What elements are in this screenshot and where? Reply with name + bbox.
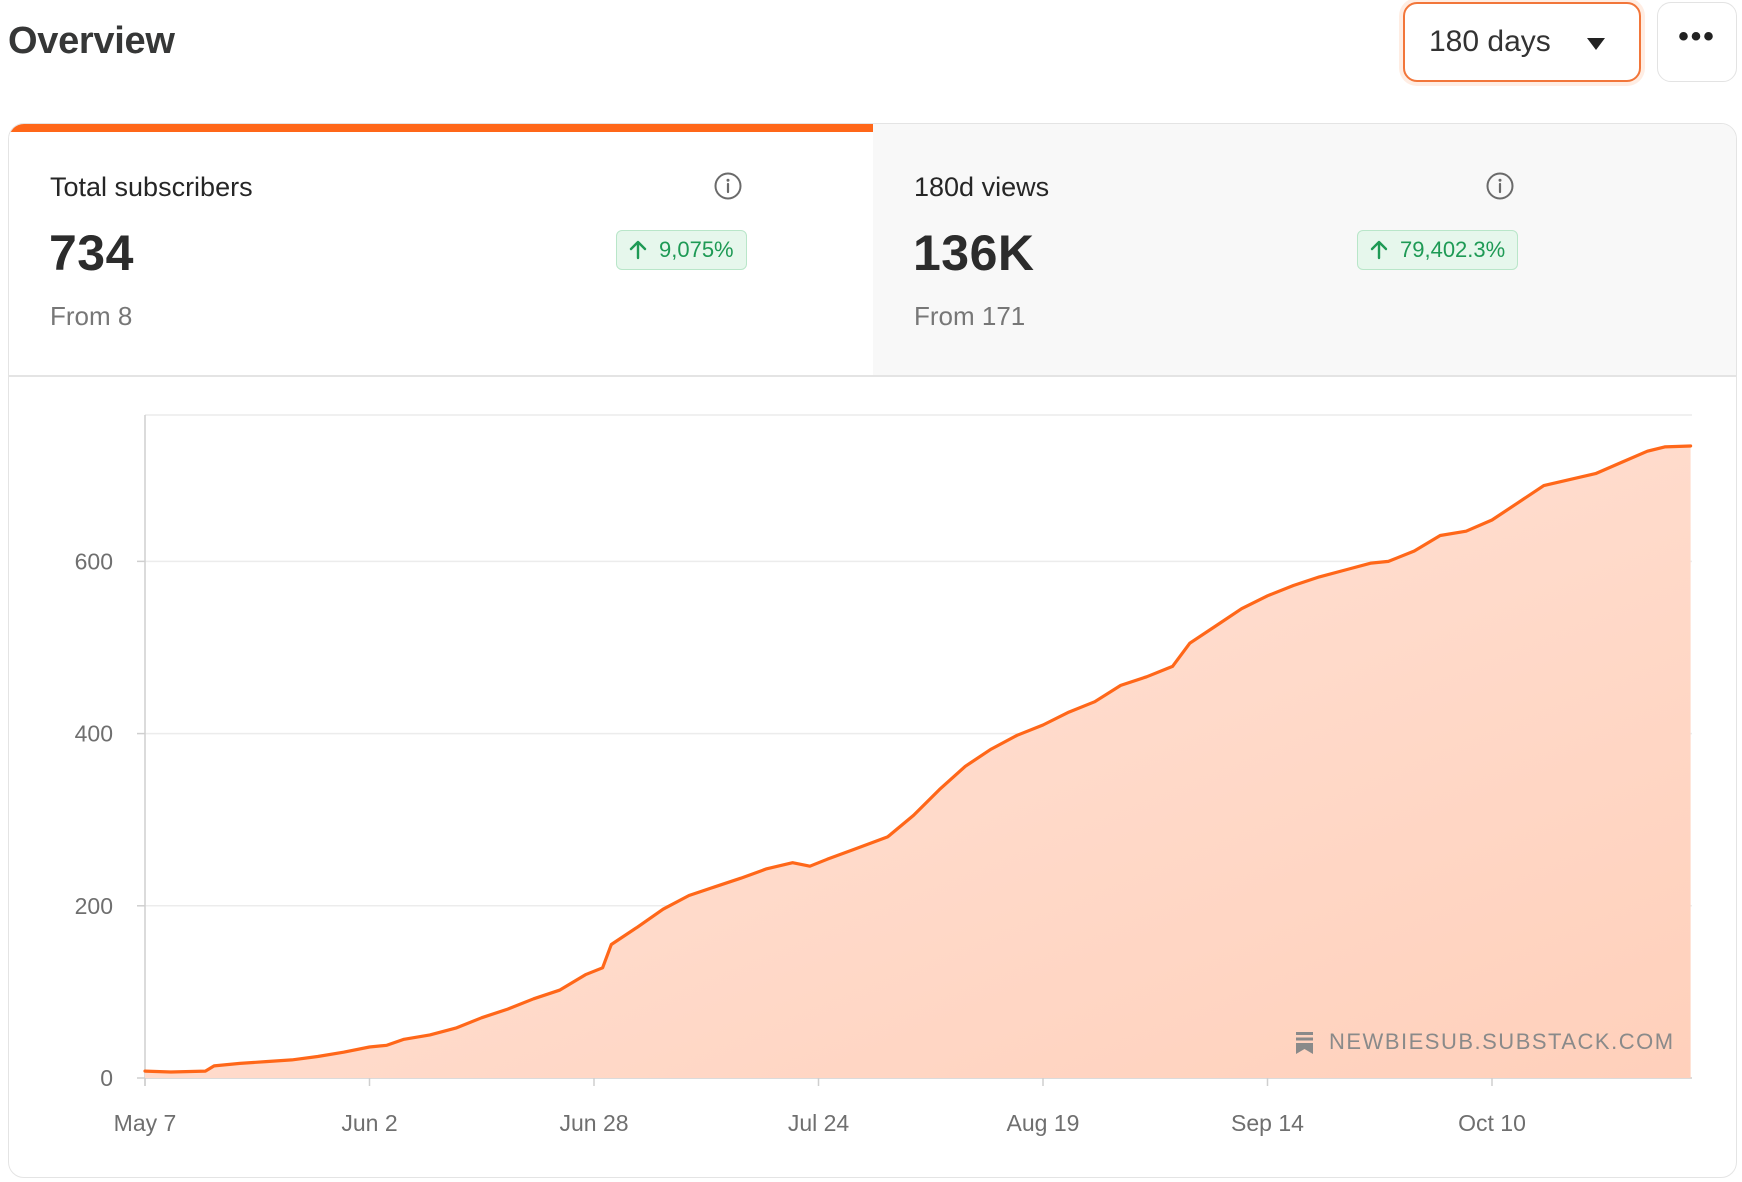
arrow-up-icon: [1370, 240, 1388, 260]
overview-card: Total subscribers 734 9,075% From 8 180d…: [8, 123, 1737, 1178]
header: Overview 180 days •••: [0, 0, 1742, 100]
date-range-select-value: 180 days: [1429, 25, 1551, 58]
date-range-select[interactable]: 180 days: [1403, 2, 1641, 82]
arrow-up-icon: [629, 240, 647, 260]
change-badge: 79,402.3%: [1357, 230, 1519, 270]
caret-down-icon: [1587, 38, 1605, 50]
info-icon[interactable]: [713, 171, 743, 201]
change-value: 79,402.3%: [1400, 237, 1506, 262]
metric-from: From 171: [914, 301, 1026, 331]
change-value: 9,075%: [659, 237, 734, 262]
tab-total-subscribers[interactable]: Total subscribers 734 9,075% From 8: [9, 124, 873, 375]
info-icon[interactable]: [1485, 171, 1515, 201]
metric-from: From 8: [50, 301, 133, 331]
tabs-divider: [9, 375, 1736, 377]
tab-views[interactable]: 180d views 136K 79,402.3% From 171: [873, 124, 1736, 375]
metric-value: 136K: [913, 225, 1035, 281]
change-badge: 9,075%: [616, 230, 747, 270]
more-dots-icon: •••: [1678, 20, 1716, 53]
metric-value: 734: [49, 225, 134, 281]
more-options-button[interactable]: •••: [1657, 2, 1737, 82]
active-tab-indicator: [9, 124, 873, 132]
metric-label: 180d views: [914, 172, 1050, 202]
metric-label: Total subscribers: [50, 172, 253, 202]
page-title: Overview: [8, 20, 175, 62]
